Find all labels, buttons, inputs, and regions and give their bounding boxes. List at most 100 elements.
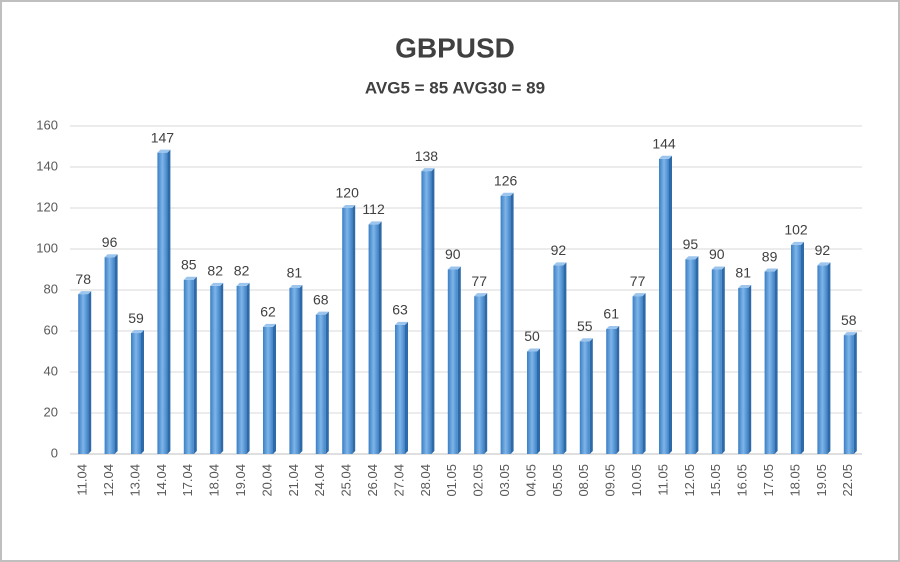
bar-side — [193, 276, 197, 454]
bar-side — [563, 262, 567, 454]
bar-top — [342, 205, 356, 208]
x-tick-label: 12.05 — [682, 464, 697, 497]
x-tick-label: 09.05 — [603, 464, 618, 497]
bar-side — [167, 149, 171, 454]
y-tick-label: 140 — [36, 158, 58, 173]
value-label: 82 — [234, 263, 250, 279]
x-tick-label: 28.04 — [418, 464, 433, 497]
bar-top — [157, 149, 171, 153]
x-tick-label: 11.04 — [75, 464, 90, 496]
bar — [817, 265, 828, 454]
bar — [368, 224, 379, 454]
bar-top — [447, 266, 461, 270]
x-tick-label: 17.04 — [180, 464, 195, 497]
bar — [236, 285, 247, 454]
bar — [579, 341, 590, 454]
bar-top — [527, 348, 540, 352]
value-label: 63 — [392, 302, 408, 318]
x-tick-label: 15.05 — [708, 464, 723, 497]
bar-top — [500, 192, 514, 196]
bar — [764, 271, 775, 454]
bar-top — [104, 254, 118, 258]
bar-side — [457, 266, 461, 454]
bar — [395, 324, 405, 454]
bar-side — [616, 325, 620, 454]
bar — [131, 333, 141, 454]
bar — [263, 326, 273, 454]
bar-side — [141, 330, 144, 454]
bar-top — [210, 282, 224, 286]
x-tick-label: 22.05 — [840, 464, 855, 497]
bar — [474, 296, 485, 454]
value-label: 81 — [735, 265, 751, 281]
bar-side — [537, 348, 540, 454]
bar-side — [220, 282, 224, 454]
bar-top — [791, 241, 804, 245]
x-tick-label: 02.05 — [471, 464, 486, 497]
x-tick-label: 01.05 — [444, 464, 459, 497]
bar-top — [606, 325, 620, 329]
x-tick-label: 26.04 — [365, 464, 380, 497]
bar-top — [315, 311, 329, 315]
value-label: 120 — [336, 185, 360, 201]
bar-top — [817, 262, 831, 266]
value-label: 81 — [287, 265, 303, 281]
bar-side — [325, 311, 329, 454]
x-tick-label: 18.04 — [207, 464, 222, 497]
x-tick-label: 25.04 — [339, 464, 354, 497]
bar-top — [183, 276, 197, 280]
bar — [315, 314, 326, 454]
bar-side — [273, 323, 276, 454]
bar-side — [801, 241, 804, 454]
chart-title: GBPUSD — [395, 32, 515, 63]
x-tick-label: 04.05 — [523, 464, 538, 497]
value-label: 82 — [207, 263, 223, 279]
bar-side — [246, 282, 250, 454]
x-tick-label: 05.05 — [550, 464, 565, 497]
bar-top — [764, 268, 778, 272]
bar — [527, 351, 537, 454]
y-tick-label: 40 — [44, 363, 58, 378]
bar-top — [474, 293, 488, 297]
bar-side — [774, 268, 778, 454]
x-tick-label: 11.05 — [655, 464, 670, 496]
x-tick-label: 03.05 — [497, 464, 512, 497]
bar — [421, 171, 432, 454]
bar-side — [352, 205, 356, 454]
y-tick-label: 100 — [36, 240, 58, 255]
bar-side — [669, 155, 672, 455]
y-tick-label: 160 — [36, 117, 58, 132]
x-tick-label: 24.04 — [312, 464, 327, 497]
bar-side — [114, 254, 118, 454]
bar-side — [721, 266, 725, 454]
x-tick-label: 13.04 — [127, 464, 142, 497]
chart-subtitle: AVG5 = 85 AVG30 = 89 — [365, 78, 545, 97]
value-label: 112 — [362, 201, 385, 217]
bar-top — [711, 266, 725, 270]
bar-top — [738, 284, 752, 288]
bar — [157, 152, 168, 454]
bar — [553, 265, 564, 454]
bar-side — [431, 168, 435, 454]
x-tick-label: 27.04 — [391, 464, 406, 497]
bar — [289, 287, 300, 454]
x-tick-label: 17.05 — [761, 464, 776, 497]
bar — [183, 279, 194, 454]
bar-side — [378, 221, 382, 454]
value-label: 55 — [577, 318, 593, 334]
value-label: 59 — [128, 310, 144, 326]
value-label: 102 — [784, 222, 808, 238]
bar — [791, 244, 801, 454]
bar-top — [579, 338, 593, 342]
value-label: 92 — [815, 242, 831, 258]
bar — [342, 208, 353, 454]
bar-top — [236, 282, 250, 286]
bar-top — [131, 330, 144, 334]
y-tick-label: 80 — [44, 281, 58, 296]
y-tick-label: 0 — [51, 445, 58, 460]
value-label: 85 — [181, 256, 197, 272]
bar-side — [642, 293, 646, 454]
bar-side — [853, 332, 857, 454]
bar-side — [589, 338, 593, 454]
